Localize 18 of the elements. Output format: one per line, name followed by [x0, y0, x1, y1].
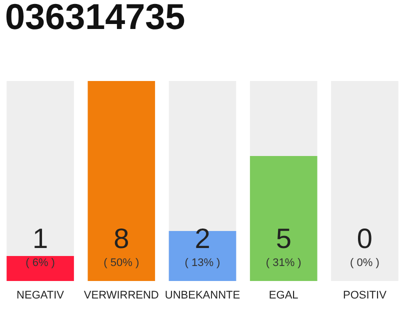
- data-label: 1: [32, 223, 48, 254]
- data-label: 0: [356, 223, 373, 254]
- chart-title: 036314735: [5, 0, 186, 37]
- bar: [88, 81, 156, 281]
- annotation: ( 0% ): [350, 257, 380, 269]
- data-label: 2: [194, 223, 210, 254]
- data-label: 8: [114, 223, 130, 254]
- x-tick-label: VERWIRREND: [84, 290, 159, 302]
- x-tick-label: POSITIV: [343, 290, 388, 302]
- data-label: 5: [276, 223, 292, 254]
- annotation: ( 6% ): [26, 257, 55, 269]
- annotation: ( 13% ): [184, 257, 220, 269]
- x-tick-label: NEGATIV: [16, 290, 65, 302]
- annotation: ( 50% ): [104, 257, 140, 269]
- x-tick-label: UNBEKANNTE: [164, 290, 240, 302]
- bar: [6, 256, 74, 281]
- x-tick-label: EGAL: [268, 290, 298, 302]
- annotation: ( 31% ): [266, 257, 302, 269]
